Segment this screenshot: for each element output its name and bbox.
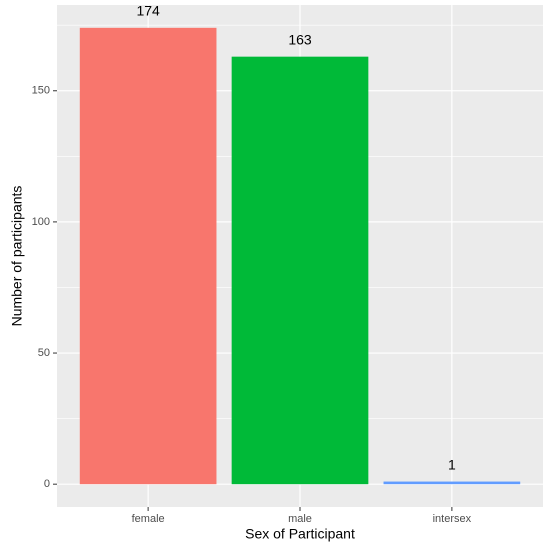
value-label: 174 xyxy=(136,3,160,19)
y-tick-label: 150 xyxy=(32,85,50,97)
marks: 174 163 1 xyxy=(79,3,521,485)
y-axis-title: Number of participants xyxy=(9,186,25,327)
value-label: 163 xyxy=(288,31,312,47)
bar xyxy=(383,481,521,485)
y-tick-label: 50 xyxy=(38,347,50,359)
x-axis-title: Sex of Participant xyxy=(245,526,355,542)
bar xyxy=(79,27,217,485)
y-tick-label: 100 xyxy=(32,216,50,228)
value-label: 1 xyxy=(448,456,456,472)
x-tick-label: female xyxy=(132,513,165,525)
y-tick-label: 0 xyxy=(44,478,50,490)
x-tick-label: intersex xyxy=(433,513,472,525)
bar xyxy=(231,56,369,485)
x-tick-label: male xyxy=(288,513,312,525)
